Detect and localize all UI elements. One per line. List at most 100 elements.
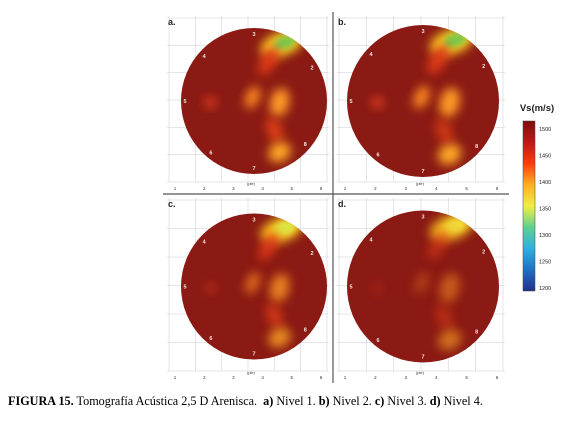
sensor-label-4: 4 [203, 240, 207, 246]
sensor-label-3: 3 [421, 215, 424, 221]
colorbar-tick-label: 1350 [539, 207, 551, 213]
colorbar-tick-label: 1250 [539, 260, 551, 266]
colorbar-title: Vs(m/s) [520, 103, 554, 114]
axis-tick-label: 5 [291, 186, 294, 191]
axis-tick-label: 3 [405, 186, 408, 191]
sensor-label-3: 3 [252, 32, 255, 38]
anomaly-blob [439, 87, 460, 118]
axis-unit-label: (pie) [416, 181, 425, 186]
anomaly-blob [268, 142, 291, 163]
anomaly-blob [443, 218, 467, 234]
anomaly-blob [439, 273, 460, 303]
sensor-label-6: 6 [376, 153, 379, 159]
colorbar-tick-label: 1200 [539, 286, 551, 292]
sensor-label-7: 7 [252, 352, 255, 358]
axis-tick-label: 3 [232, 186, 235, 191]
colorbar-tick-label: 1400 [539, 180, 551, 186]
anomaly-blob [443, 32, 467, 48]
sensor-label-6: 6 [376, 338, 379, 344]
panel-letter: b. [338, 17, 346, 27]
axis-tick-label: 2 [203, 375, 206, 380]
anomaly-blob [437, 143, 462, 165]
caption-item-b-key: b) [318, 394, 330, 408]
sensor-label-2: 2 [310, 251, 313, 257]
axis-unit-label: (pie) [247, 181, 256, 186]
axis-tick-label: 2 [374, 375, 377, 380]
axis-tick-label: 1 [344, 186, 347, 191]
sensor-label-2: 2 [310, 66, 313, 72]
tomogram-panel-d: 1 2 3 4 5 6 (pie) d. 2 3 4 5 6 7 8 [337, 198, 505, 380]
anomaly-blob [371, 282, 384, 294]
anomaly-blob [269, 88, 290, 117]
panel-letter: c. [168, 199, 176, 209]
caption-item-a-key: a) [263, 394, 274, 408]
caption-text: Tomografía Acústica 2,5 D Arenisca. [76, 394, 258, 408]
anomaly-blob [437, 329, 462, 351]
colorbar-gradient [522, 120, 536, 292]
anomaly-blob [435, 303, 453, 331]
axis-unit-label: (pie) [247, 370, 256, 375]
sensor-label-6: 6 [209, 336, 212, 342]
axis-tick-label: 2 [203, 186, 206, 191]
velocity-colorbar: Vs(m/s) 1500 1450 1400 1350 1300 1250 1200 [520, 103, 554, 292]
tomogram-panel-b: 1 2 3 4 5 6 (pie) b. 2 3 4 5 6 7 8 [337, 16, 505, 191]
sensor-label-4: 4 [369, 238, 373, 244]
sensor-label-7: 7 [421, 355, 424, 361]
sensor-label-5: 5 [349, 99, 352, 105]
axis-tick-label: 6 [496, 375, 499, 380]
caption-label: FIGURA 15. [8, 394, 74, 408]
anomaly-blob [427, 229, 449, 260]
axis-tick-label: 2 [374, 186, 377, 191]
caption-item-c-key: c) [374, 394, 385, 408]
axis-tick-label: 1 [174, 375, 177, 380]
anomaly-blob [258, 231, 279, 261]
axis-tick-label: 6 [320, 186, 323, 191]
caption-item-a-text: Nivel 1. [276, 394, 316, 408]
anomaly-blob [204, 97, 217, 108]
anomaly-blob [435, 118, 453, 145]
caption-item-b-text: Nivel 2. [332, 394, 372, 408]
anomaly-blob [258, 46, 279, 76]
axis-unit-label: (pie) [416, 370, 425, 375]
axis-tick-label: 5 [465, 186, 468, 191]
axis-tick-label: 4 [261, 186, 264, 191]
sensor-label-8: 8 [475, 144, 478, 150]
sensor-label-4: 4 [203, 54, 207, 60]
sensor-label-8: 8 [304, 142, 307, 148]
sensor-label-5: 5 [183, 285, 186, 291]
sensor-label-3: 3 [252, 218, 255, 224]
sensor-label-2: 2 [482, 250, 485, 256]
axis-tick-label: 1 [344, 375, 347, 380]
tomogram-panel-a: 1 2 3 4 5 6 (pie) a. 2 3 4 5 6 7 8 [167, 16, 329, 191]
anomaly-blob [413, 85, 430, 109]
sensor-label-7: 7 [421, 169, 424, 175]
sensor-label-6: 6 [209, 150, 212, 156]
axis-tick-label: 6 [496, 186, 499, 191]
colorbar-tick-label: 1500 [539, 127, 551, 133]
caption-item-d-key: d) [429, 394, 441, 408]
sensor-label-4: 4 [369, 52, 373, 58]
axis-tick-label: 5 [291, 375, 294, 380]
colorbar-tick-label: 1450 [539, 154, 551, 160]
anomaly-blob [244, 86, 261, 109]
anomaly-blob [244, 271, 261, 294]
axis-tick-label: 4 [435, 186, 438, 191]
anomaly-blob [273, 220, 296, 236]
anomaly-blob [371, 97, 384, 108]
axis-tick-label: 1 [174, 186, 177, 191]
caption-item-c-text: Nivel 3. [387, 394, 427, 408]
anomaly-blob [273, 35, 296, 50]
figure-caption: FIGURA 15. Tomografía Acústica 2,5 D Are… [8, 394, 568, 409]
sensor-label-7: 7 [252, 166, 255, 172]
axis-tick-label: 6 [320, 375, 323, 380]
sensor-label-3: 3 [421, 29, 424, 35]
axis-tick-label: 3 [405, 375, 408, 380]
panels-grid: 1 2 3 4 5 6 (pie) a. 2 3 4 5 6 7 8 1 2 3 4 5 6 (pie) b. 2 3 4 5 6 7 8… [163, 12, 509, 383]
tomogram-panel-c: 1 2 3 4 5 6 (pie) c. 2 3 4 5 6 7 8 [167, 198, 329, 380]
anomaly-blob [427, 44, 449, 75]
sensor-label-5: 5 [349, 285, 352, 291]
sensor-label-8: 8 [304, 328, 307, 334]
velocity-anomalies [371, 213, 474, 351]
anomaly-blob [269, 273, 290, 303]
anomaly-blob [266, 117, 283, 143]
